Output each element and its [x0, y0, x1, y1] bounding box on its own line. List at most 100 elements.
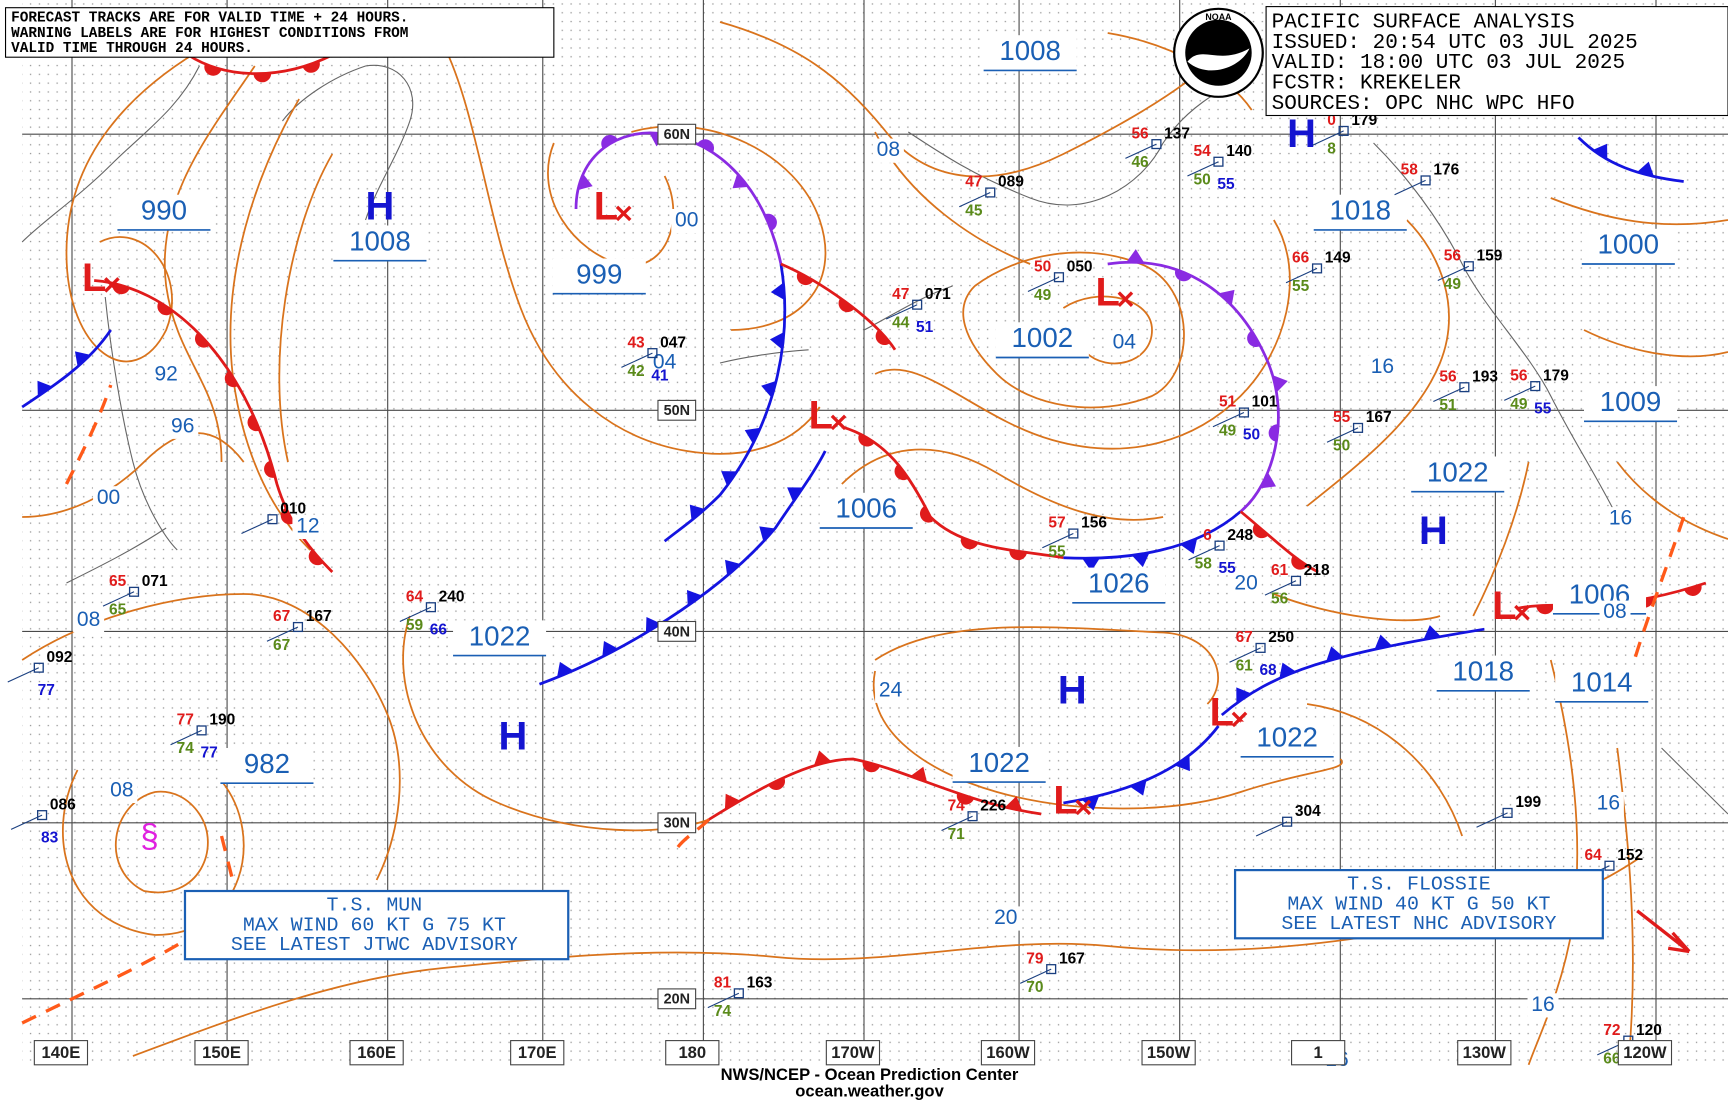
isobar	[631, 125, 827, 331]
front-triangle	[1279, 662, 1296, 679]
station-pressure: 086	[50, 796, 76, 813]
isobar-label: 24	[879, 678, 903, 701]
lon-label-box	[1291, 1040, 1346, 1066]
station-dewpoint: 49	[1510, 396, 1528, 413]
isobar-label: 04	[1113, 331, 1137, 354]
isobar-label: 08	[77, 608, 100, 631]
station-temp: 77	[177, 712, 194, 729]
station-pressure: 179	[1543, 367, 1569, 384]
lon-label: 180	[678, 1043, 706, 1062]
logo-bird	[1187, 48, 1250, 71]
lat-label-box	[657, 812, 697, 834]
station-dewpoint: 42	[627, 363, 644, 380]
station-pressure: 149	[1325, 250, 1351, 267]
isobar	[229, 98, 311, 551]
front-triangle	[1131, 552, 1150, 568]
isobar	[841, 448, 1164, 521]
front-semicircle	[956, 793, 975, 805]
forecast-track	[21, 911, 229, 1025]
central-pressure: 1022	[469, 620, 531, 651]
front-semicircle	[253, 73, 272, 83]
station-temp: 57	[1048, 515, 1065, 532]
station-marker	[1151, 139, 1162, 150]
front-triangle	[1272, 375, 1288, 393]
notice-box	[4, 7, 555, 58]
front-triangle	[689, 504, 706, 521]
front-triangle	[910, 766, 928, 783]
station-pressure: 159	[1477, 247, 1503, 264]
isobar-label-bg	[292, 514, 324, 539]
station-temp: 72	[1603, 1022, 1620, 1039]
station-dewpoint: 61	[1236, 658, 1254, 675]
station-temp: 64	[406, 588, 424, 605]
station-pressure: 140	[1226, 143, 1252, 160]
pressure-box	[1584, 386, 1678, 422]
lat-label: 40N	[664, 624, 690, 640]
isobar-label: 12	[296, 514, 319, 537]
station-temp: 6	[1203, 527, 1212, 544]
lat-label-box	[657, 123, 697, 145]
station-pressure: 010	[280, 500, 306, 517]
station-dewpoint: 46	[1131, 154, 1149, 171]
station-wave: 51	[916, 319, 934, 336]
front	[1107, 261, 1280, 513]
central-pressure: 1018	[1452, 656, 1514, 687]
low-x	[1075, 799, 1092, 816]
isobar	[442, 43, 821, 455]
front-semicircle	[919, 505, 933, 523]
isobar-label: 04	[653, 351, 677, 374]
info-box	[1265, 6, 1728, 117]
station-dewpoint: 50	[1193, 172, 1210, 189]
lon-label-box	[665, 1040, 720, 1066]
station-temp: 61	[1271, 562, 1289, 579]
front	[1239, 510, 1319, 574]
advisory-text: SEE LATEST NHC ADVISORY	[1281, 912, 1556, 935]
station-pressure: 137	[1164, 125, 1190, 142]
front-semicircle	[308, 549, 324, 566]
front-semicircle	[1252, 523, 1269, 539]
isobar	[1616, 747, 1634, 1065]
station-temp: 56	[1444, 247, 1462, 264]
station-temp: 81	[714, 975, 732, 992]
station-pressure: 167	[306, 608, 332, 625]
lon-label-box	[194, 1040, 249, 1066]
wind-barb	[1188, 545, 1220, 561]
isobar	[872, 670, 1343, 810]
station-marker	[1214, 540, 1225, 551]
low-center: L	[1210, 691, 1234, 735]
central-pressure: 1022	[1427, 456, 1489, 487]
station-pressure: 250	[1268, 629, 1294, 646]
front-triangle	[813, 750, 832, 766]
low-center: L	[1096, 270, 1120, 314]
isobar	[1472, 461, 1530, 617]
isobar	[1306, 703, 1463, 837]
lat-label: 50N	[664, 403, 690, 419]
isobar	[874, 219, 1291, 450]
pressure-box	[552, 258, 646, 294]
station-temp: 50	[1034, 258, 1051, 275]
pressure-box	[1581, 228, 1675, 264]
station-dewpoint: 56	[1271, 591, 1289, 608]
coastline	[1373, 142, 1618, 518]
station-marker	[196, 725, 207, 736]
isobar-label-bg	[872, 138, 904, 163]
station-wave: 77	[200, 745, 217, 762]
station-pressure: 167	[1366, 409, 1392, 426]
station-dewpoint: 8	[1327, 141, 1336, 158]
wind-barb	[102, 591, 135, 607]
central-pressure: 999	[576, 258, 622, 289]
station-dewpoint: 65	[109, 602, 127, 619]
station-temp: 66	[1292, 250, 1310, 267]
station-pressure: 304	[1295, 803, 1321, 820]
lon-label: 140E	[42, 1043, 81, 1062]
station-pressure: 047	[660, 334, 686, 351]
station-pressure: 193	[1472, 368, 1498, 385]
isobar-label: 16	[1597, 792, 1620, 815]
station-marker	[1282, 816, 1293, 827]
front	[1220, 627, 1485, 717]
station-marker	[912, 299, 923, 310]
front	[663, 263, 787, 543]
station-pressure: 190	[209, 712, 235, 729]
isobar	[1616, 461, 1728, 540]
